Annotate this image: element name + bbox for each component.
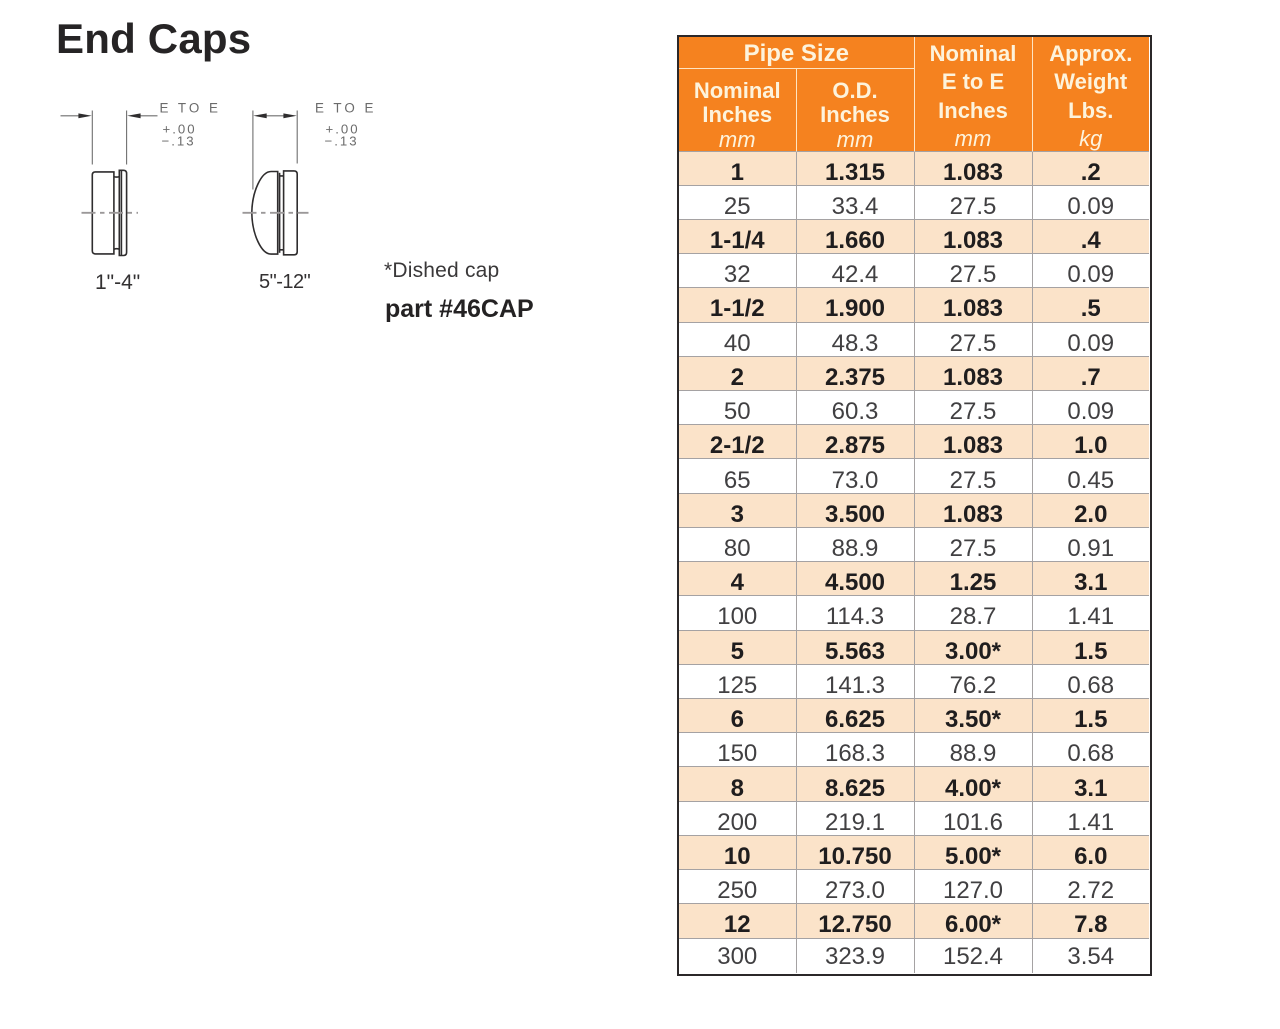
svg-text:+.00: +.00 <box>163 122 197 137</box>
svg-text:−.13: −.13 <box>162 134 196 149</box>
svg-text:E TO E: E TO E <box>160 101 221 116</box>
svg-text:+.00: +.00 <box>326 122 360 137</box>
svg-text:−.13: −.13 <box>325 134 359 149</box>
svg-text:E TO E: E TO E <box>315 101 376 116</box>
